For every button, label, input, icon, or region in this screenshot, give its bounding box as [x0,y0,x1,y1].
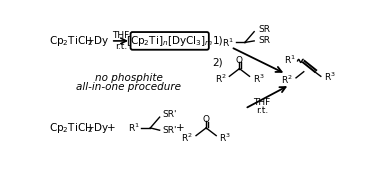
Text: Cp$_2$TiCl$_2$: Cp$_2$TiCl$_2$ [49,34,93,48]
Text: SR': SR' [163,110,177,119]
Text: +: + [107,123,116,133]
Text: Dy: Dy [94,36,108,46]
Text: +: + [85,36,94,46]
Text: 1): 1) [212,36,223,46]
Text: all-in-one procedure: all-in-one procedure [76,82,181,92]
Text: R$^3$: R$^3$ [324,71,336,83]
Text: 2): 2) [212,57,223,68]
Text: SR': SR' [163,126,177,136]
FancyBboxPatch shape [130,32,209,50]
Text: SR: SR [258,25,270,34]
Text: O: O [203,115,210,124]
Text: SR: SR [258,36,270,45]
Text: R$^3$: R$^3$ [253,72,265,85]
Text: Dy: Dy [94,123,108,133]
Text: R$^3$: R$^3$ [219,132,231,144]
Text: no phosphite: no phosphite [94,73,163,83]
Text: THF: THF [112,31,130,40]
Text: +: + [176,123,185,133]
Text: O: O [236,56,243,65]
Text: [Cp$_2$Ti]$_n$[DyCl$_3$]$_m$: [Cp$_2$Ti]$_n$[DyCl$_3$]$_m$ [126,34,213,48]
Text: R$^1$: R$^1$ [222,36,234,49]
Text: R$^2$: R$^2$ [215,72,226,85]
Text: +: + [85,123,94,133]
Text: THF: THF [253,98,270,107]
Text: r.t.: r.t. [115,42,127,51]
Text: R$^1$: R$^1$ [128,122,139,134]
Text: R$^2$: R$^2$ [281,73,293,86]
Text: R$^1$: R$^1$ [284,54,296,66]
Text: R$^2$: R$^2$ [181,132,193,144]
Text: Cp$_2$TiCl$_2$: Cp$_2$TiCl$_2$ [49,121,93,135]
Text: r.t.: r.t. [257,106,269,116]
